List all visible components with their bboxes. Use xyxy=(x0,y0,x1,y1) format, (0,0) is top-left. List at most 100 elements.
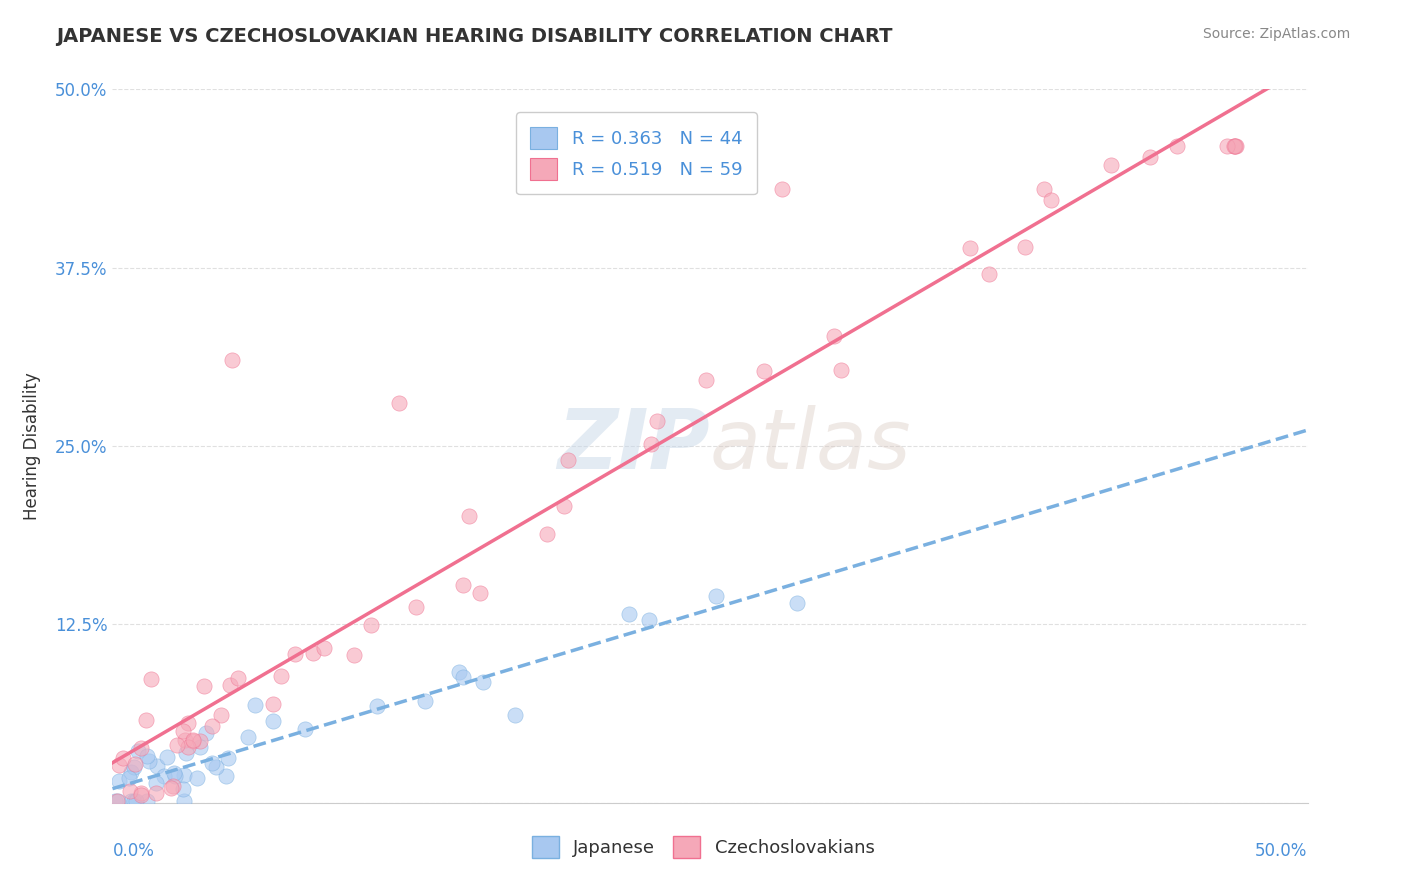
Czechoslovakians xyxy=(118,783,141,797)
Japanese xyxy=(195,726,218,740)
Czechoslovakians xyxy=(1225,139,1247,153)
Japanese xyxy=(617,607,640,621)
Czechoslovakians xyxy=(314,640,336,655)
Czechoslovakians xyxy=(557,453,579,467)
Czechoslovakians xyxy=(183,733,205,747)
Japanese xyxy=(447,665,470,680)
Czechoslovakians xyxy=(453,578,475,592)
Czechoslovakians xyxy=(262,698,284,712)
Czechoslovakians xyxy=(174,732,197,747)
Czechoslovakians xyxy=(823,328,845,343)
Japanese xyxy=(104,794,127,808)
Czechoslovakians xyxy=(1223,139,1246,153)
Czechoslovakians xyxy=(193,679,215,693)
Japanese xyxy=(146,759,169,773)
Japanese xyxy=(165,768,187,782)
Czechoslovakians xyxy=(1223,139,1246,153)
Czechoslovakians xyxy=(124,756,146,771)
Legend: Japanese, Czechoslovakians: Japanese, Czechoslovakians xyxy=(524,829,882,865)
Czechoslovakians xyxy=(188,734,211,748)
Czechoslovakians xyxy=(160,780,183,795)
Text: ZIP: ZIP xyxy=(557,406,710,486)
Japanese xyxy=(201,756,224,771)
Japanese xyxy=(217,751,239,765)
Czechoslovakians xyxy=(640,437,662,451)
Point xyxy=(221,353,243,368)
Czechoslovakians xyxy=(695,373,717,387)
Text: Source: ZipAtlas.com: Source: ZipAtlas.com xyxy=(1202,27,1350,41)
Czechoslovakians xyxy=(1014,240,1036,254)
Czechoslovakians xyxy=(105,794,128,808)
Czechoslovakians xyxy=(283,647,305,661)
Japanese xyxy=(205,759,228,773)
Legend: R = 0.363   N = 44, R = 0.519   N = 59: R = 0.363 N = 44, R = 0.519 N = 59 xyxy=(516,112,756,194)
Czechoslovakians xyxy=(166,738,188,752)
Czechoslovakians xyxy=(172,723,194,738)
Japanese xyxy=(108,774,131,789)
Czechoslovakians xyxy=(139,672,162,686)
Text: JAPANESE VS CZECHOSLOVAKIAN HEARING DISABILITY CORRELATION CHART: JAPANESE VS CZECHOSLOVAKIAN HEARING DISA… xyxy=(56,27,893,45)
Japanese xyxy=(138,754,160,768)
Japanese xyxy=(127,744,149,758)
Czechoslovakians xyxy=(1039,193,1062,207)
Japanese xyxy=(145,776,167,790)
Czechoslovakians xyxy=(343,648,366,662)
Japanese xyxy=(136,748,159,763)
Czechoslovakians xyxy=(468,586,491,600)
Czechoslovakians xyxy=(959,241,981,255)
Czechoslovakians xyxy=(457,509,479,524)
Czechoslovakians xyxy=(1033,182,1056,196)
Japanese xyxy=(120,794,142,808)
Czechoslovakians xyxy=(209,708,232,723)
Czechoslovakians xyxy=(752,364,775,378)
Czechoslovakians xyxy=(405,599,427,614)
Czechoslovakians xyxy=(135,714,157,728)
Czechoslovakians xyxy=(1215,139,1237,153)
Japanese xyxy=(174,747,197,761)
Japanese xyxy=(186,772,208,786)
Japanese xyxy=(124,794,146,808)
Czechoslovakians xyxy=(270,669,292,683)
Czechoslovakians xyxy=(1139,150,1161,164)
Japanese xyxy=(122,760,145,774)
Japanese xyxy=(245,698,267,712)
Text: 50.0%: 50.0% xyxy=(1256,842,1308,860)
Text: 0.0%: 0.0% xyxy=(112,842,155,860)
Japanese xyxy=(172,782,194,797)
Japanese xyxy=(472,675,495,690)
Czechoslovakians xyxy=(553,499,575,513)
Japanese xyxy=(637,613,659,627)
Czechoslovakians xyxy=(1099,158,1122,172)
Japanese xyxy=(262,714,284,728)
Japanese xyxy=(118,771,141,785)
Czechoslovakians xyxy=(977,268,1000,282)
Japanese xyxy=(125,794,148,808)
Japanese xyxy=(413,694,436,708)
Czechoslovakians xyxy=(1223,139,1246,153)
Japanese xyxy=(188,740,211,755)
Czechoslovakians xyxy=(302,646,325,660)
Czechoslovakians xyxy=(1166,139,1188,153)
Czechoslovakians xyxy=(830,363,852,377)
Point xyxy=(770,182,793,196)
Japanese xyxy=(156,750,179,764)
Czechoslovakians xyxy=(131,741,153,756)
Japanese xyxy=(153,769,176,783)
Czechoslovakians xyxy=(226,671,249,685)
Japanese xyxy=(136,794,159,808)
Czechoslovakians xyxy=(177,739,200,754)
Czechoslovakians xyxy=(536,527,558,541)
Japanese xyxy=(704,589,727,603)
Czechoslovakians xyxy=(219,678,242,692)
Japanese xyxy=(503,708,526,723)
Japanese xyxy=(107,794,129,808)
Czechoslovakians xyxy=(129,786,152,800)
Czechoslovakians xyxy=(112,751,135,765)
Japanese xyxy=(215,769,238,783)
Czechoslovakians xyxy=(645,414,668,428)
Text: atlas: atlas xyxy=(710,406,911,486)
Y-axis label: Hearing Disability: Hearing Disability xyxy=(22,372,41,520)
Czechoslovakians xyxy=(360,618,382,632)
Japanese xyxy=(120,765,142,780)
Czechoslovakians xyxy=(145,786,167,800)
